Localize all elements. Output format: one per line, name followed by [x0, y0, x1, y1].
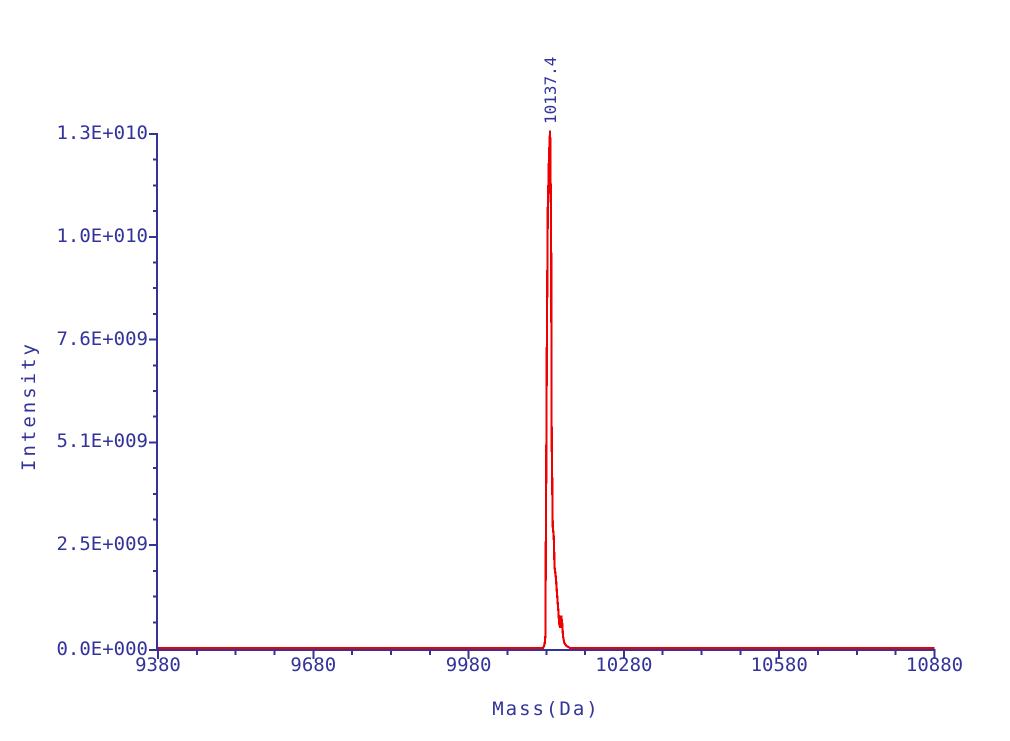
x-tick-label: 9980 — [445, 654, 492, 676]
y-tick-label: 0.0E+000 — [56, 638, 148, 660]
x-tick-label: 10580 — [750, 654, 808, 676]
y-tick-label: 2.5E+009 — [56, 533, 148, 556]
x-tick-label: 9680 — [290, 654, 337, 676]
x-axis-title: Mass(Da) — [492, 698, 600, 720]
y-tick-label: 1.0E+010 — [56, 224, 148, 247]
x-tick-label: 10280 — [595, 654, 653, 676]
y-tick-label: 5.1E+009 — [56, 430, 148, 453]
peak-annotation-label: 10137.4 — [541, 56, 560, 124]
spectrum-trace — [158, 130, 935, 650]
x-tick-label: 10880 — [905, 654, 964, 676]
y-tick-label: 1.3E+010 — [56, 122, 148, 144]
x-tick-label: 9380 — [135, 654, 181, 676]
y-tick-label: 7.6E+009 — [56, 327, 148, 350]
y-axis-title: Intensity — [18, 341, 40, 471]
